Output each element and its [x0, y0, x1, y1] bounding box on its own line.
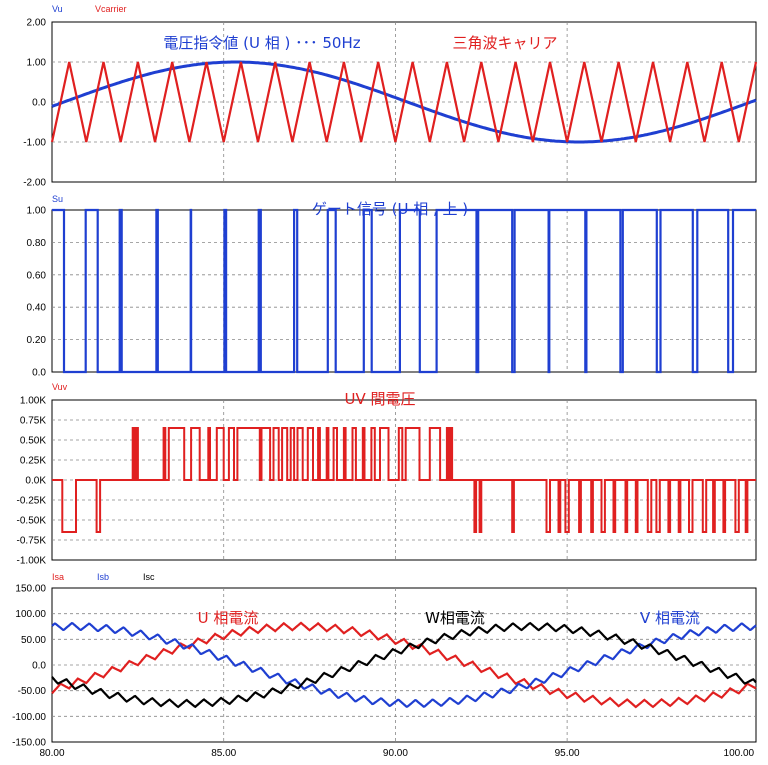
- series-name-label: Isa: [52, 572, 64, 582]
- series-line-isb: [51, 622, 757, 708]
- y-tick-label: 1.00: [27, 58, 47, 69]
- y-tick-label: 50.00: [21, 635, 46, 646]
- y-tick-label: 0.0: [32, 661, 46, 672]
- data-layer: [50, 60, 758, 709]
- series-line-isc: [51, 621, 757, 709]
- y-tick-label: -0.25K: [17, 496, 47, 507]
- y-tick-label: -100.00: [12, 712, 46, 723]
- y-tick-label: 0.0K: [25, 476, 46, 487]
- y-tick-label: 2.00: [27, 18, 47, 29]
- annotation-label: ゲート信号 (U 相 , 上 ): [312, 200, 468, 218]
- y-tick-label: 100.00: [15, 609, 46, 620]
- y-tick-label: 0.60: [27, 270, 47, 281]
- label-layer: 2.00 1.00 0.0 -1.00 -2.00 Vu Vcarrier 電圧指令値 (U …: [12, 4, 754, 759]
- series-line-vcarrier: [50, 61, 758, 143]
- series-line-isa: [51, 621, 757, 709]
- annotation-label: 電圧指令値 (U 相 ) ･･･ 50Hz: [163, 34, 360, 52]
- x-tick-label: 100.00: [724, 748, 755, 759]
- series-name-label: Vuv: [52, 382, 68, 392]
- series-name-label: Isb: [97, 572, 109, 582]
- y-tick-label: 150.00: [15, 584, 46, 595]
- annotation-label: W相電流: [425, 609, 485, 627]
- series-line-vuv: [52, 427, 756, 533]
- y-tick-label: -0.50K: [17, 516, 47, 527]
- annotation-label: U 相電流: [198, 609, 259, 627]
- y-tick-label: 0.0: [32, 98, 46, 109]
- y-tick-label: -0.75K: [17, 536, 47, 547]
- y-tick-label: 0.75K: [20, 416, 46, 427]
- annotation-label: V 相電流: [640, 609, 700, 627]
- x-tick-label: 85.00: [211, 748, 236, 759]
- x-tick-label: 80.00: [39, 748, 64, 759]
- x-tick-label: 95.00: [555, 748, 580, 759]
- y-tick-label: 1.00K: [20, 396, 46, 407]
- series-name-label: Vu: [52, 4, 63, 14]
- x-tick-label: 90.00: [383, 748, 408, 759]
- y-tick-label: 0.0: [32, 368, 46, 379]
- y-tick-label: -150.00: [12, 738, 46, 749]
- series-line-su: [52, 208, 756, 374]
- series-name-label: Su: [52, 194, 63, 204]
- y-tick-label: 0.80: [27, 238, 47, 249]
- y-tick-label: -1.00K: [17, 556, 47, 567]
- y-tick-label: -1.00: [23, 138, 46, 149]
- annotation-label: 三角波キャリア: [452, 34, 557, 52]
- y-tick-label: 1.00: [27, 206, 47, 217]
- y-tick-label: 0.20: [27, 335, 47, 346]
- series-name-label: Isc: [143, 572, 155, 582]
- annotation-label: UV 間電圧: [344, 390, 415, 408]
- series-name-label: Vcarrier: [95, 4, 127, 14]
- y-tick-label: 0.40: [27, 303, 47, 314]
- y-tick-label: 0.50K: [20, 436, 46, 447]
- y-tick-label: 0.25K: [20, 456, 46, 467]
- y-tick-label: -50.00: [18, 686, 47, 697]
- y-tick-label: -2.00: [23, 178, 46, 189]
